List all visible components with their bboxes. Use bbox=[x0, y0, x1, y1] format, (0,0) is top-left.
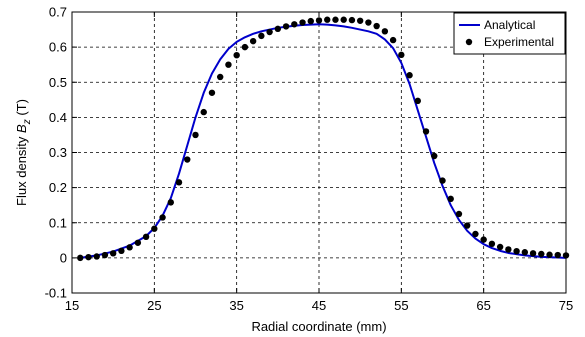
experimental-point-57 bbox=[546, 251, 553, 258]
y-axis-label-prefix: Flux density bbox=[14, 133, 29, 206]
experimental-point-50 bbox=[488, 240, 496, 248]
experimental-point-14 bbox=[192, 131, 199, 139]
experimental-point-31 bbox=[332, 16, 339, 23]
experimental-point-29 bbox=[315, 17, 323, 24]
legend-box bbox=[453, 12, 566, 55]
experimental-point-12 bbox=[175, 179, 183, 186]
x-tick-label-45: 45 bbox=[312, 298, 326, 313]
y-axis-label-symbol: B bbox=[14, 124, 29, 133]
experimental-point-58 bbox=[554, 251, 561, 259]
experimental-point-38 bbox=[389, 36, 397, 44]
y-tick-label-6: 0.5 bbox=[49, 75, 67, 90]
experimental-point-6 bbox=[126, 244, 133, 251]
experimental-point-40 bbox=[406, 72, 413, 79]
experimental-point-26 bbox=[291, 21, 298, 28]
experimental-point-32 bbox=[340, 16, 347, 23]
experimental-point-35 bbox=[365, 19, 372, 26]
experimental-point-16 bbox=[208, 89, 216, 96]
y-tick-label-2: 0.1 bbox=[49, 215, 67, 230]
experimental-point-33 bbox=[348, 16, 356, 24]
experimental-point-2 bbox=[93, 253, 100, 260]
experimental-point-22 bbox=[258, 32, 265, 40]
x-tick-label-75: 75 bbox=[559, 298, 573, 313]
legend-experimental-marker-sample bbox=[465, 38, 473, 46]
y-tick-label-1: 0 bbox=[60, 250, 67, 265]
y-tick-label-5: 0.4 bbox=[49, 110, 67, 125]
experimental-point-5 bbox=[118, 247, 125, 255]
y-axis-label-suffix: (T) bbox=[14, 99, 29, 119]
experimental-point-44 bbox=[439, 177, 446, 184]
experimental-point-49 bbox=[480, 236, 487, 243]
y-tick-label-4: 0.3 bbox=[49, 145, 67, 160]
experimental-point-25 bbox=[282, 23, 290, 30]
y-axis-label-subscript: z bbox=[22, 119, 33, 125]
experimental-point-52 bbox=[505, 246, 512, 253]
experimental-point-34 bbox=[356, 17, 364, 24]
experimental-point-48 bbox=[472, 230, 479, 238]
experimental-point-36 bbox=[373, 22, 380, 30]
x-tick-label-65: 65 bbox=[476, 298, 490, 313]
axis-ticks: 15 25 35 45 55 65 75 -0.1 0 0.1 0.2 0.3 0.4 0.5 0.6 0.7 bbox=[45, 5, 574, 314]
experimental-point-54 bbox=[521, 249, 529, 256]
experimental-point-37 bbox=[381, 28, 389, 35]
experimental-point-43 bbox=[431, 152, 438, 160]
experimental-point-46 bbox=[455, 210, 463, 218]
experimental-point-59 bbox=[562, 252, 570, 259]
experimental-point-24 bbox=[274, 25, 282, 33]
y-tick-label-0: -0.1 bbox=[45, 286, 67, 301]
experimental-point-27 bbox=[299, 19, 306, 26]
experimental-point-13 bbox=[184, 156, 191, 163]
experimental-point-41 bbox=[414, 97, 421, 105]
experimental-point-56 bbox=[538, 250, 545, 258]
experimental-point-20 bbox=[241, 43, 249, 51]
experimental-point-7 bbox=[134, 239, 142, 246]
y-tick-label-7: 0.6 bbox=[49, 40, 67, 55]
experimental-point-10 bbox=[159, 214, 166, 221]
experimental-point-30 bbox=[324, 16, 331, 23]
experimental-point-51 bbox=[496, 243, 504, 251]
series-line-analytical bbox=[80, 23, 567, 259]
grid-lines bbox=[72, 12, 566, 293]
legend: Analytical Experimental bbox=[453, 12, 566, 55]
y-tick-label-8: 0.7 bbox=[49, 5, 67, 20]
x-tick-label-15: 15 bbox=[65, 298, 79, 313]
legend-experimental-label: Experimental bbox=[484, 35, 554, 49]
experimental-point-17 bbox=[217, 73, 224, 81]
experimental-point-8 bbox=[142, 233, 150, 240]
experimental-point-42 bbox=[422, 128, 430, 135]
experimental-point-3 bbox=[101, 251, 109, 259]
y-axis-label: Flux density Bz (T) bbox=[14, 99, 33, 206]
experimental-point-19 bbox=[233, 52, 240, 59]
data-series bbox=[77, 16, 570, 262]
experimental-point-1 bbox=[85, 253, 92, 261]
experimental-point-53 bbox=[513, 248, 520, 255]
experimental-point-18 bbox=[225, 61, 232, 68]
experimental-point-39 bbox=[398, 51, 405, 59]
x-tick-label-25: 25 bbox=[147, 298, 161, 313]
experimental-point-28 bbox=[307, 17, 314, 25]
experimental-point-47 bbox=[464, 222, 471, 229]
y-tick-label-3: 0.2 bbox=[49, 180, 67, 195]
x-tick-label-55: 55 bbox=[394, 298, 408, 313]
legend-analytical-label: Analytical bbox=[484, 18, 535, 32]
experimental-point-23 bbox=[266, 28, 273, 36]
experimental-point-0 bbox=[77, 254, 84, 262]
experimental-point-15 bbox=[200, 108, 207, 116]
experimental-point-11 bbox=[167, 199, 174, 206]
x-axis-label: Radial coordinate (mm) bbox=[251, 319, 386, 334]
experimental-point-21 bbox=[249, 37, 257, 45]
experimental-point-45 bbox=[447, 195, 454, 203]
experimental-point-4 bbox=[109, 250, 117, 257]
experimental-point-9 bbox=[151, 225, 158, 232]
x-tick-label-35: 35 bbox=[229, 298, 243, 313]
experimental-point-55 bbox=[529, 250, 537, 257]
